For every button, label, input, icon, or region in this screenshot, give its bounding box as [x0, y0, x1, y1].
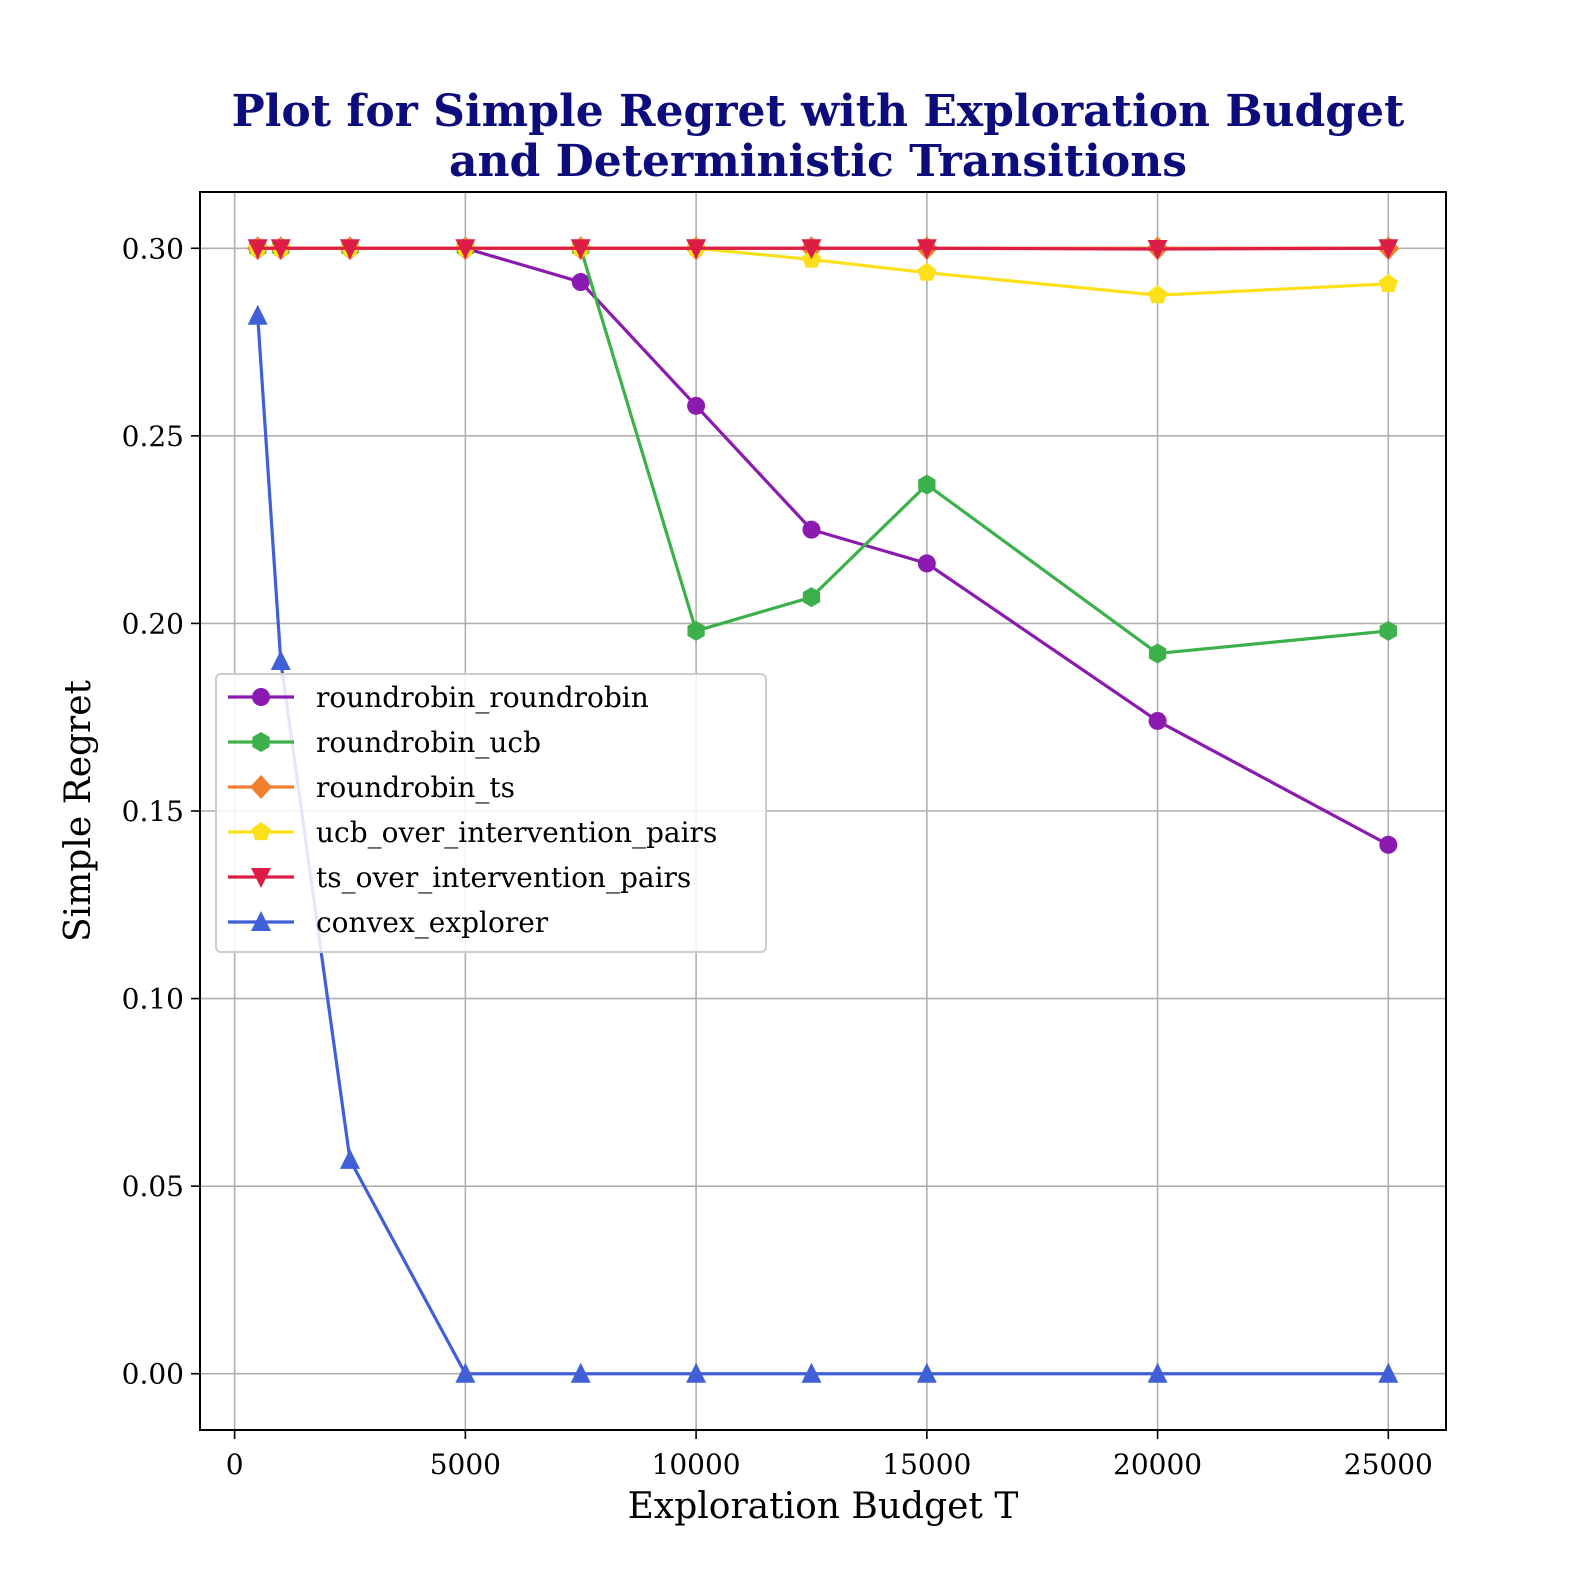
legend-entry: convex_explorer: [228, 906, 549, 939]
legend-swatch-marker: [251, 822, 271, 841]
data-point: [1148, 711, 1167, 730]
legend-entry: roundrobin_ts: [228, 771, 515, 804]
y-tick-label: 0.10: [122, 983, 184, 1016]
data-point: [916, 239, 937, 260]
legend-swatch-marker: [251, 911, 271, 931]
x-tick-label: 25000: [1344, 1448, 1433, 1481]
data-point: [247, 239, 268, 260]
legend-swatch-marker: [252, 732, 270, 752]
legend-label: convex_explorer: [316, 906, 549, 939]
x-tick-label: 20000: [1113, 1448, 1202, 1481]
y-tick-label: 0.25: [122, 420, 184, 453]
data-point: [571, 273, 590, 292]
data-point: [1378, 239, 1399, 260]
axis-ticks: 0 5000 10000 15000 20000 25000 0.00 0.05 0.10 0.1…: [122, 232, 1433, 1481]
legend-entry: roundrobin_ucb: [228, 726, 541, 759]
data-point: [1378, 1362, 1399, 1383]
series-line: [257, 246, 1389, 251]
data-point: [247, 304, 268, 325]
data-point: [455, 239, 476, 260]
chart-title-line-1: Plot for Simple Regret with Exploration …: [232, 86, 1405, 137]
data-point: [801, 239, 822, 260]
data-point: [270, 649, 291, 670]
data-point: [1379, 620, 1397, 641]
legend-label: ucb_over_intervention_pairs: [316, 816, 717, 849]
legend-label: roundrobin_ts: [316, 771, 515, 804]
legend-entry: ts_over_intervention_pairs: [228, 861, 691, 894]
legend-swatch-marker: [252, 688, 270, 706]
y-tick-label: 0.15: [122, 795, 184, 828]
data-point: [570, 239, 591, 260]
data-point: [1378, 273, 1398, 292]
y-tick-label: 0.05: [122, 1170, 184, 1203]
data-point: [687, 620, 705, 641]
data-point: [1147, 1362, 1168, 1383]
data-point: [802, 520, 821, 539]
data-point: [687, 396, 706, 415]
data-point: [1148, 643, 1167, 664]
legend-swatch-marker: [250, 775, 272, 799]
legend: roundrobin_roundrobin roundrobin_ucbround…: [215, 673, 767, 953]
data-point: [686, 1362, 707, 1383]
x-tick-label: 10000: [652, 1448, 741, 1481]
data-point: [570, 1362, 591, 1383]
data-point: [917, 554, 936, 573]
series-ts-over-intervention-pairs: [247, 239, 1399, 261]
data-point: [1147, 240, 1168, 261]
chart-title-line-2: and Deterministic Transitions: [449, 136, 1187, 187]
data-point: [917, 262, 937, 281]
data-point: [1148, 285, 1168, 304]
legend-label: roundrobin_roundrobin: [316, 681, 649, 714]
data-point: [802, 587, 821, 608]
data-point: [339, 1148, 360, 1169]
data-point: [916, 1362, 937, 1383]
legend-label: roundrobin_ucb: [316, 726, 541, 759]
data-point: [1379, 835, 1398, 854]
legend-swatch-marker: [251, 868, 271, 888]
legend-entry: ucb_over_intervention_pairs: [228, 816, 717, 849]
y-tick-label: 0.00: [122, 1358, 184, 1391]
y-tick-label: 0.30: [122, 232, 184, 265]
legend-label: ts_over_intervention_pairs: [316, 861, 691, 894]
data-point: [686, 239, 707, 260]
data-point: [339, 239, 360, 260]
y-axis-label: Simple Regret: [58, 679, 99, 942]
legend-frame: [215, 673, 767, 953]
x-tick-label: 15000: [882, 1448, 971, 1481]
x-axis-label: Exploration Budget T: [628, 1486, 1019, 1527]
x-tick-label: 0: [226, 1448, 244, 1481]
data-point: [270, 239, 291, 260]
data-point: [801, 1362, 822, 1383]
x-tick-label: 5000: [430, 1448, 501, 1481]
legend-entry: roundrobin_roundrobin: [228, 681, 649, 714]
y-tick-label: 0.20: [122, 607, 184, 640]
plot-series: [246, 236, 1400, 1383]
data-point: [455, 1362, 476, 1383]
data-point: [918, 474, 936, 495]
